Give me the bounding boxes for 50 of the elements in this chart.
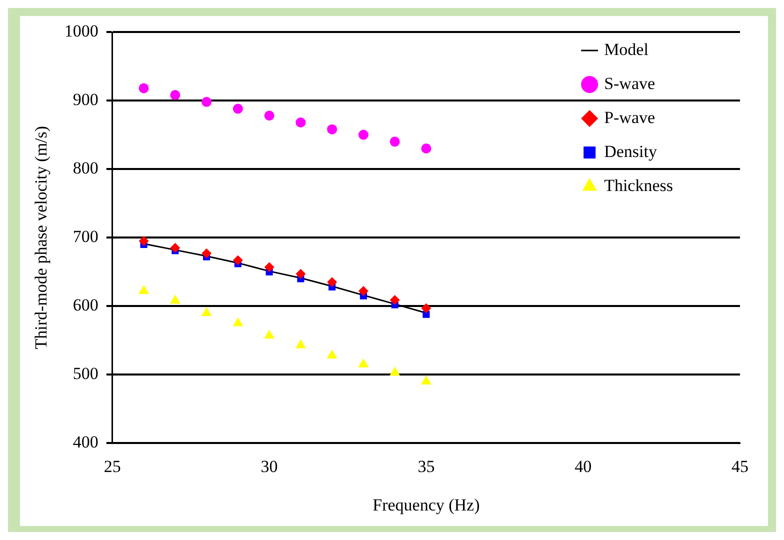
point [232,104,243,114]
point [202,96,212,107]
point [390,366,400,376]
legend-label: P-wave [604,108,656,127]
point [327,124,338,134]
point [138,285,149,294]
point [295,339,306,348]
y-tick-label: 700 [72,227,98,246]
x-tick-label: 25 [104,456,121,476]
point [170,242,180,253]
y-tick-label: 800 [72,158,98,178]
point [358,358,369,368]
y-tick-label: 600 [72,296,98,315]
x-tick-label: 30 [260,456,278,476]
point [264,110,274,121]
y-tick-label: 500 [72,364,98,384]
point [390,294,400,305]
point [390,136,400,147]
legend-label: Density [604,142,658,161]
y-tick-label: 900 [72,90,98,109]
point [422,310,430,318]
x-tick-label: 45 [732,456,748,476]
y-tick-label: 400 [72,432,98,452]
point [358,286,368,296]
point [232,255,243,266]
x-tick-label: 35 [418,456,435,476]
legend-label: Model [604,40,649,59]
point [421,144,432,154]
point [201,306,212,316]
point [296,117,306,128]
point [232,317,244,326]
point [170,294,180,304]
point [327,277,338,288]
x-tick-label: 40 [574,456,592,476]
point [170,90,180,100]
x-axis-title: Frequency (Hz) [372,495,480,514]
point [326,349,338,358]
point [358,130,368,140]
legend-label: S-wave [604,74,656,93]
point [138,83,149,94]
legend-label: Thickness [604,176,674,195]
point [421,376,432,385]
point [138,236,149,246]
point [264,262,274,272]
y-axis-title: Third-mode phase velocity (m/s) [32,126,51,350]
point [202,248,212,258]
y-tick-label: 1000 [64,21,98,40]
point [264,330,274,339]
point [296,268,306,279]
point [421,303,432,314]
